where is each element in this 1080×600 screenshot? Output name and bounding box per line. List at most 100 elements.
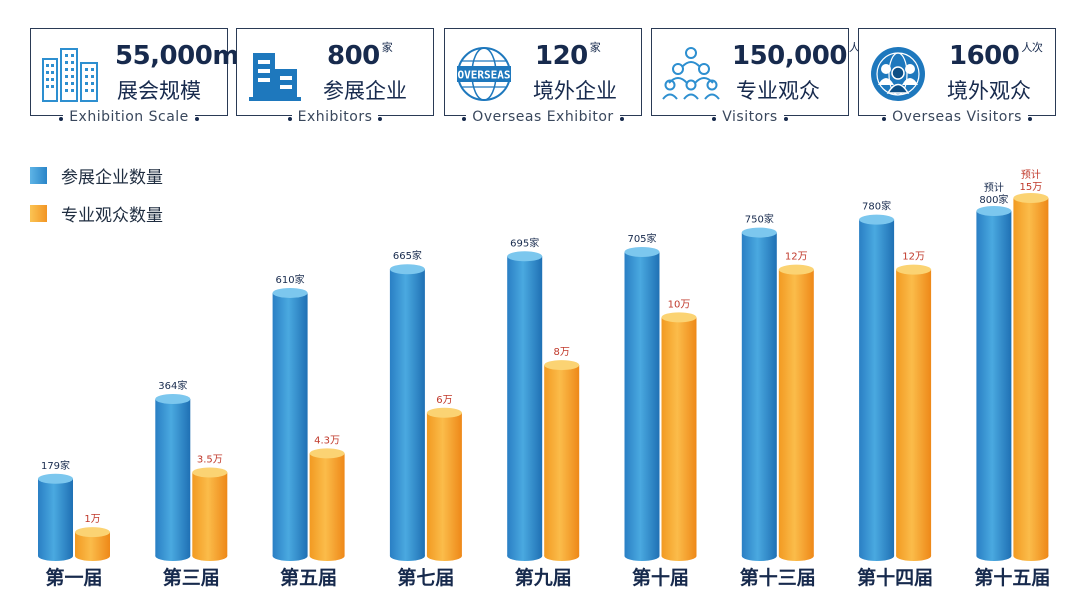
stat-card-overseas-exhibitor: OVERSEAS 120 家 境外企业 Overseas Exhibitor (444, 28, 642, 125)
bar-top-exhibitors (741, 227, 777, 238)
stat-title-cn: 专业观众 (736, 79, 820, 103)
legend-swatch-blue (30, 166, 47, 184)
stat-card-exhibitors: 800 家 参展企业 Exhibitors (236, 28, 434, 125)
data-label-visitors: 15万 (1020, 182, 1043, 193)
category-label: 第十五届 (974, 566, 1050, 589)
data-label-visitors: 10万 (668, 299, 691, 310)
legend-label: 专业观众数量 (61, 205, 163, 226)
bar-top-visitors (426, 407, 462, 418)
data-label-exhibitors: 750家 (745, 213, 774, 226)
data-label-exhibitors: 179家 (41, 459, 70, 472)
bar-visitors (778, 269, 814, 556)
bar-base-visitors (661, 551, 697, 561)
bar-base-exhibitors (859, 551, 895, 561)
bar-exhibitors (859, 219, 895, 556)
stat-title-en: Visitors (652, 109, 848, 125)
bar-exhibitors (507, 256, 543, 556)
stat-title-en: Exhibition Scale (31, 109, 227, 125)
bar-top-visitors (661, 312, 697, 323)
bar-base-visitors (75, 551, 110, 561)
bar-exhibitors (155, 399, 191, 556)
bar-top-visitors (544, 360, 580, 371)
bar-base-exhibitors (155, 551, 191, 561)
legend-swatch-orange (30, 204, 47, 222)
svg-text:OVERSEAS: OVERSEAS (458, 69, 511, 82)
data-label-visitors: 4.3万 (314, 435, 340, 446)
bar-top-visitors (309, 448, 345, 459)
legend-item-exhibitors: 参展企业数量 (30, 156, 163, 194)
bar-exhibitors (272, 292, 308, 556)
stat-title-en: Exhibitors (237, 109, 433, 125)
data-label-annotation: 预计 (1021, 168, 1041, 181)
category-label: 第三届 (163, 566, 220, 589)
globe-people-icon (871, 47, 925, 101)
bar-visitors (1013, 198, 1049, 556)
bar-top-exhibitors (624, 246, 660, 257)
overseas-globe-icon: OVERSEAS (457, 47, 511, 101)
bar-top-exhibitors (976, 206, 1012, 216)
bar-exhibitors (389, 269, 425, 556)
data-label-annotation: 预计 (984, 181, 1004, 194)
bar-top-exhibitors (272, 287, 308, 298)
bar-exhibitors (741, 232, 777, 556)
stat-number: 800 家 (327, 41, 393, 71)
category-label: 第五届 (280, 566, 337, 589)
bar-visitors (544, 365, 580, 556)
data-label-exhibitors: 665家 (393, 249, 422, 262)
bar-base-exhibitors (389, 551, 425, 561)
data-label-exhibitors: 780家 (862, 200, 891, 213)
category-label: 第九届 (515, 566, 572, 589)
data-label-exhibitors: 610家 (276, 273, 305, 286)
bar-top-visitors (192, 467, 228, 478)
data-label-exhibitors: 364家 (158, 379, 187, 392)
bar-base-visitors (778, 551, 814, 561)
data-label-visitors: 8万 (554, 347, 570, 358)
legend-item-visitors: 专业观众数量 (30, 194, 163, 232)
audience-icon (662, 47, 720, 100)
bar-top-exhibitors (859, 214, 895, 225)
legend-label: 参展企业数量 (61, 167, 163, 188)
bar-visitors (309, 453, 345, 556)
bar-exhibitors (624, 251, 660, 556)
bar-base-visitors (309, 551, 345, 561)
data-label-exhibitors: 705家 (627, 232, 656, 245)
category-label: 第十届 (632, 566, 689, 589)
category-label: 第十三届 (740, 566, 816, 589)
bar-top-visitors (778, 264, 814, 275)
stat-number: 120 家 (535, 41, 601, 71)
stat-title-cn: 境外观众 (947, 79, 1031, 103)
stat-number: 55,000m2 (115, 33, 252, 71)
bar-base-exhibitors (272, 551, 308, 561)
bar-visitors (192, 472, 228, 556)
stat-card-exhibition-scale: 55,000m2 展会规模 Exhibition Scale (30, 28, 252, 125)
data-label-visitors: 3.5万 (197, 454, 223, 465)
data-label-visitors: 12万 (785, 252, 808, 263)
bar-top-visitors (896, 264, 932, 275)
data-label-visitors: 12万 (902, 252, 925, 263)
bar-base-exhibitors (741, 551, 777, 561)
bar-top-exhibitors (507, 251, 543, 262)
bar-visitors (896, 269, 932, 556)
bar-visitors (426, 412, 462, 556)
bar-visitors (661, 317, 697, 556)
bar-exhibitors (976, 211, 1012, 556)
data-label-visitors: 1万 (84, 514, 100, 525)
category-label: 第一届 (45, 566, 102, 589)
bar-base-visitors (1013, 551, 1049, 561)
chart-legend: 参展企业数量 专业观众数量 (30, 156, 163, 232)
stat-title-cn: 展会规模 (117, 79, 201, 103)
bar-top-visitors (75, 527, 110, 538)
stat-title-cn: 境外企业 (533, 79, 617, 103)
stat-number: 1600 人次 (949, 41, 1043, 71)
bar-base-exhibitors (624, 551, 660, 561)
bar-base-exhibitors (38, 551, 73, 561)
bar-base-visitors (426, 551, 462, 561)
data-label-exhibitors: 800家 (979, 193, 1008, 206)
category-label: 第十四届 (857, 566, 933, 589)
bar-top-exhibitors (155, 394, 191, 405)
bar-top-exhibitors (38, 473, 73, 484)
stat-title-en: Overseas Exhibitor (445, 109, 641, 125)
bar-base-visitors (192, 551, 228, 561)
stat-title-cn: 参展企业 (323, 79, 407, 103)
